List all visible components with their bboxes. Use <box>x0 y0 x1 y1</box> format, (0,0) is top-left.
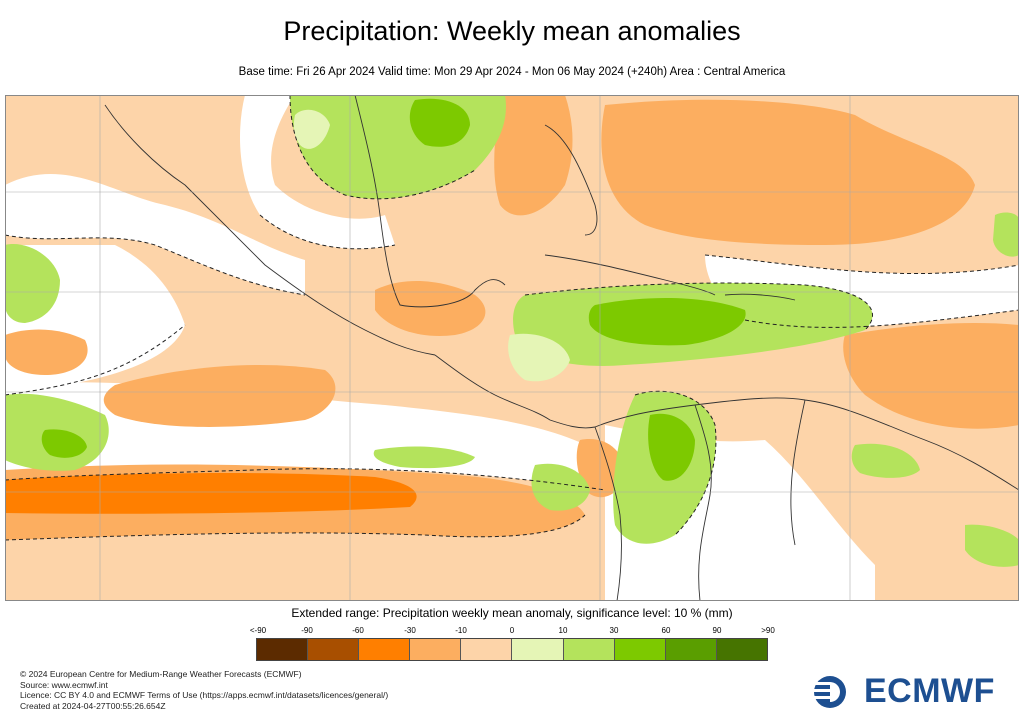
anomaly-map <box>5 95 1019 601</box>
contour-8 <box>5 514 586 541</box>
coastline-hispaniola <box>724 293 796 301</box>
legend-swatch <box>665 639 717 660</box>
page-subtitle: Base time: Fri 26 Apr 2024 Valid time: M… <box>238 66 786 78</box>
contour-3 <box>5 468 606 491</box>
page-title: Precipitation: Weekly mean anomalies <box>283 16 741 46</box>
map-grid <box>5 95 1019 601</box>
legend-swatch <box>563 639 615 660</box>
contour-10 <box>289 95 476 200</box>
orange-pacific-east <box>375 280 486 336</box>
footer-created: Created at 2024-04-27T00:55:26.654Z <box>20 700 166 711</box>
legend-labels: <-90 -90 -60 -30 -10 0 10 30 60 90 >90 <box>230 626 795 638</box>
legend-label: -10 <box>455 626 467 635</box>
legend-swatch <box>716 639 767 660</box>
legend-title: Extended range: Precipitation weekly mea… <box>291 606 733 620</box>
legend-swatch <box>410 639 462 660</box>
white-top-gulf <box>240 95 395 249</box>
coastline-south-america <box>594 397 1019 491</box>
legend-label: 0 <box>509 626 515 635</box>
legend-label: -30 <box>404 626 416 635</box>
contour-9 <box>634 390 717 536</box>
coastline-pacific-sa <box>594 426 622 601</box>
ecmwf-logo-text: ECMWF <box>864 672 995 710</box>
green-pacific-east <box>531 463 590 511</box>
contour-1 <box>5 234 306 296</box>
coastline-cuba <box>544 254 716 296</box>
darkgreen-pacific-west <box>41 429 87 458</box>
footer-copyright: © 2024 European Centre for Medium-Range … <box>20 669 302 679</box>
lightgreen-texas <box>293 109 330 149</box>
legend-swatch <box>257 639 309 660</box>
green-guyana <box>965 524 1019 567</box>
legend-swatch <box>308 639 360 660</box>
contour-2 <box>5 324 186 396</box>
lightgreen-caribbean <box>508 333 570 382</box>
contour-5 <box>744 309 1019 328</box>
footer-source: Source: www.ecmwf.int <box>20 679 108 690</box>
coastline-central-america <box>434 354 596 429</box>
footer-licence: Licence: CC BY 4.0 and ECMWF Terms of Us… <box>20 690 389 700</box>
orange-west-mexico <box>5 329 88 375</box>
legend-label: 60 <box>661 626 671 635</box>
darkgreen-texas <box>409 98 470 147</box>
darkorange-south-band <box>5 473 417 514</box>
green-atlantic-se <box>851 443 920 478</box>
ecmwf-logo-icon <box>814 673 860 710</box>
legend-label: -90 <box>301 626 313 635</box>
white-band-north <box>5 174 305 295</box>
legend-label: 90 <box>712 626 722 635</box>
legend-swatch <box>614 639 666 660</box>
orange-pacific-center <box>103 365 336 427</box>
darkgreen-caribbean <box>588 298 746 346</box>
legend-label: >90 <box>761 626 775 635</box>
coastline-mexico-west <box>104 104 436 356</box>
legend-swatch <box>461 639 513 660</box>
legend-label: <-90 <box>249 626 267 635</box>
orange-atlantic-east <box>843 323 1019 429</box>
green-ecuador <box>373 446 475 469</box>
legend-label: -60 <box>352 626 364 635</box>
orange-gulf <box>494 95 573 216</box>
legend-label: 30 <box>609 626 619 635</box>
contour-7 <box>524 282 873 331</box>
darkgreen-colombia <box>648 413 695 481</box>
footer-credits: © 2024 European Centre for Medium-Range … <box>20 669 388 711</box>
coastline-gulf <box>354 95 506 308</box>
contour-6 <box>259 214 396 250</box>
legend-swatch <box>359 639 411 660</box>
coastline-florida <box>544 124 598 236</box>
border-colombia <box>694 404 712 601</box>
border-venezuela <box>790 399 806 546</box>
ecmwf-logo: ECMWF <box>812 672 995 711</box>
legend-label: 10 <box>558 626 568 635</box>
map-border <box>5 95 1019 601</box>
legend-swatch <box>512 639 564 660</box>
green-atlantic-ne <box>993 212 1019 257</box>
green-west-coast <box>5 244 60 323</box>
legend-colorbar <box>256 638 768 661</box>
orange-north-atlantic <box>601 99 975 245</box>
